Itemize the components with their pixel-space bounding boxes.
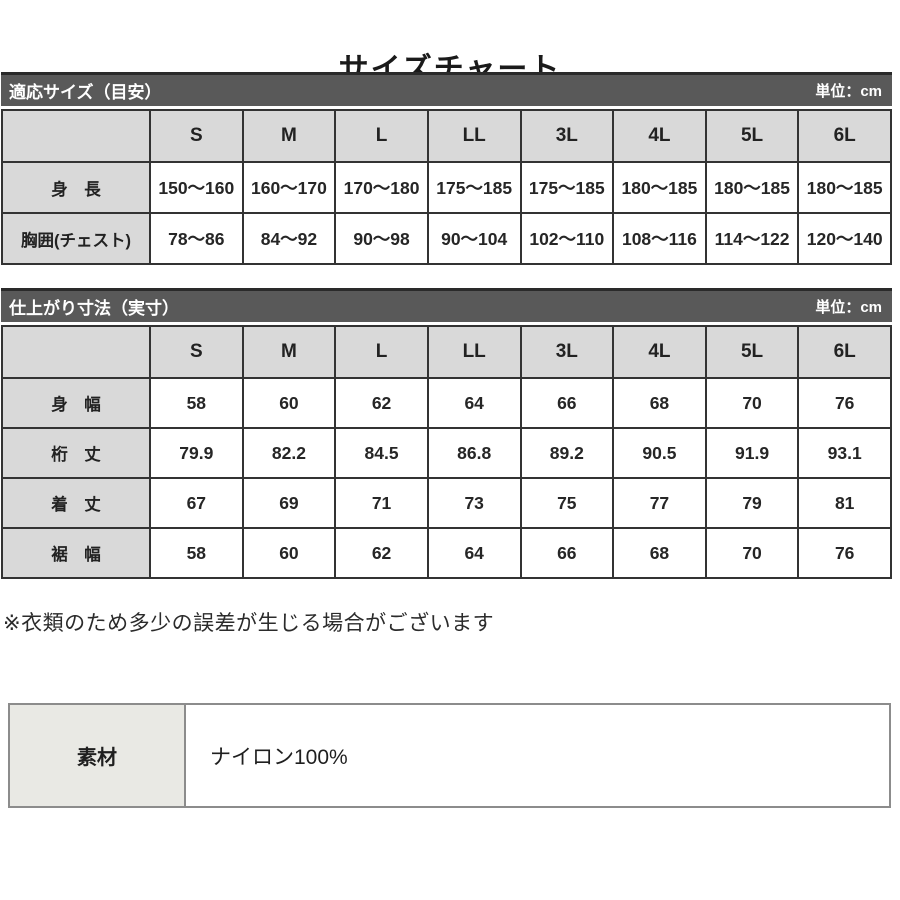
size-header-row: S M L LL 3L 4L 5L 6L — [1, 325, 892, 379]
material-box: 素材 ナイロン100% — [8, 703, 891, 808]
value-cell: 70 — [704, 527, 800, 579]
value-cell: 67 — [149, 477, 244, 529]
value-cell: 64 — [426, 377, 522, 429]
row-label: 裾 幅 — [1, 527, 151, 579]
size-column-header: 3L — [519, 109, 615, 163]
value-cell: 62 — [334, 527, 429, 579]
unit-label: 単位：cm — [815, 83, 882, 100]
value-cell: 160〜170 — [241, 161, 337, 214]
value-cell: 90〜98 — [334, 212, 429, 265]
finished-size-section-header: 仕上がり寸法（実寸） 単位：cm — [1, 288, 892, 322]
material-label: 素材 — [10, 705, 186, 806]
value-cell: 90〜104 — [426, 212, 522, 265]
corner-cell — [1, 325, 151, 379]
size-column-header: M — [241, 325, 337, 379]
value-cell: 62 — [334, 377, 429, 429]
size-column-header: 4L — [612, 325, 707, 379]
table-row-hem-width: 裾 幅 58 60 62 64 66 68 70 76 — [1, 527, 892, 579]
table-row-height: 身 長 150〜160 160〜170 170〜180 175〜185 175〜… — [1, 161, 892, 214]
row-label: 桁 丈 — [1, 427, 151, 479]
size-column-header: L — [334, 325, 429, 379]
value-cell: 84〜92 — [241, 212, 337, 265]
value-cell: 76 — [797, 377, 892, 429]
table-row-chest: 胸囲(チェスト) 78〜86 84〜92 90〜98 90〜104 102〜11… — [1, 212, 892, 265]
row-label: 身 幅 — [1, 377, 151, 429]
value-cell: 150〜160 — [149, 161, 244, 214]
value-cell: 66 — [519, 527, 615, 579]
value-cell: 68 — [612, 527, 707, 579]
value-cell: 73 — [426, 477, 522, 529]
disclaimer-note: ※衣類のため多少の誤差が生じる場合がございます — [3, 612, 495, 635]
finished-size-section-title: 仕上がり寸法（実寸） — [9, 299, 179, 318]
value-cell: 58 — [149, 377, 244, 429]
value-cell: 76 — [797, 527, 892, 579]
value-cell: 75 — [519, 477, 615, 529]
value-cell: 71 — [334, 477, 429, 529]
value-cell: 93.1 — [797, 427, 892, 479]
corner-cell — [1, 109, 151, 163]
value-cell: 114〜122 — [704, 212, 800, 265]
table-row-length: 着 丈 67 69 71 73 75 77 79 81 — [1, 477, 892, 529]
value-cell: 77 — [612, 477, 707, 529]
value-cell: 82.2 — [241, 427, 337, 479]
value-cell: 89.2 — [519, 427, 615, 479]
value-cell: 79.9 — [149, 427, 244, 479]
value-cell: 91.9 — [704, 427, 800, 479]
unit-label: 単位：cm — [815, 299, 882, 316]
fit-size-table: S M L LL 3L 4L 5L 6L 身 長 150〜160 160〜170… — [1, 109, 892, 265]
size-column-header: S — [149, 325, 244, 379]
value-cell: 108〜116 — [612, 212, 707, 265]
value-cell: 180〜185 — [797, 161, 892, 214]
value-cell: 120〜140 — [797, 212, 892, 265]
value-cell: 69 — [241, 477, 337, 529]
row-label: 身 長 — [1, 161, 151, 214]
value-cell: 78〜86 — [149, 212, 244, 265]
value-cell: 175〜185 — [519, 161, 615, 214]
value-cell: 180〜185 — [612, 161, 707, 214]
value-cell: 170〜180 — [334, 161, 429, 214]
value-cell: 68 — [612, 377, 707, 429]
value-cell: 60 — [241, 377, 337, 429]
size-column-header: L — [334, 109, 429, 163]
value-cell: 175〜185 — [426, 161, 522, 214]
table-row-body-width: 身 幅 58 60 62 64 66 68 70 76 — [1, 377, 892, 429]
value-cell: 90.5 — [612, 427, 707, 479]
size-column-header: 5L — [704, 325, 800, 379]
size-column-header: 5L — [704, 109, 800, 163]
size-column-header: 6L — [797, 325, 892, 379]
size-column-header: 3L — [519, 325, 615, 379]
value-cell: 81 — [797, 477, 892, 529]
value-cell: 79 — [704, 477, 800, 529]
value-cell: 66 — [519, 377, 615, 429]
material-value: ナイロン100% — [210, 745, 348, 769]
size-header-row: S M L LL 3L 4L 5L 6L — [1, 109, 892, 163]
fit-size-section-title: 適応サイズ（目安） — [9, 83, 162, 102]
fit-size-section-header: 適応サイズ（目安） 単位：cm — [1, 72, 892, 106]
size-column-header: 6L — [797, 109, 892, 163]
value-cell: 84.5 — [334, 427, 429, 479]
size-column-header: LL — [426, 325, 522, 379]
value-cell: 64 — [426, 527, 522, 579]
value-cell: 102〜110 — [519, 212, 615, 265]
value-cell: 60 — [241, 527, 337, 579]
table-row-sleeve-length: 桁 丈 79.9 82.2 84.5 86.8 89.2 90.5 91.9 9… — [1, 427, 892, 479]
value-cell: 86.8 — [426, 427, 522, 479]
value-cell: 180〜185 — [704, 161, 800, 214]
value-cell: 70 — [704, 377, 800, 429]
size-column-header: LL — [426, 109, 522, 163]
finished-size-table: S M L LL 3L 4L 5L 6L 身 幅 58 60 62 64 66 … — [1, 325, 892, 579]
row-label: 胸囲(チェスト) — [1, 212, 151, 265]
value-cell: 58 — [149, 527, 244, 579]
row-label: 着 丈 — [1, 477, 151, 529]
size-column-header: S — [149, 109, 244, 163]
size-column-header: M — [241, 109, 337, 163]
size-column-header: 4L — [612, 109, 707, 163]
